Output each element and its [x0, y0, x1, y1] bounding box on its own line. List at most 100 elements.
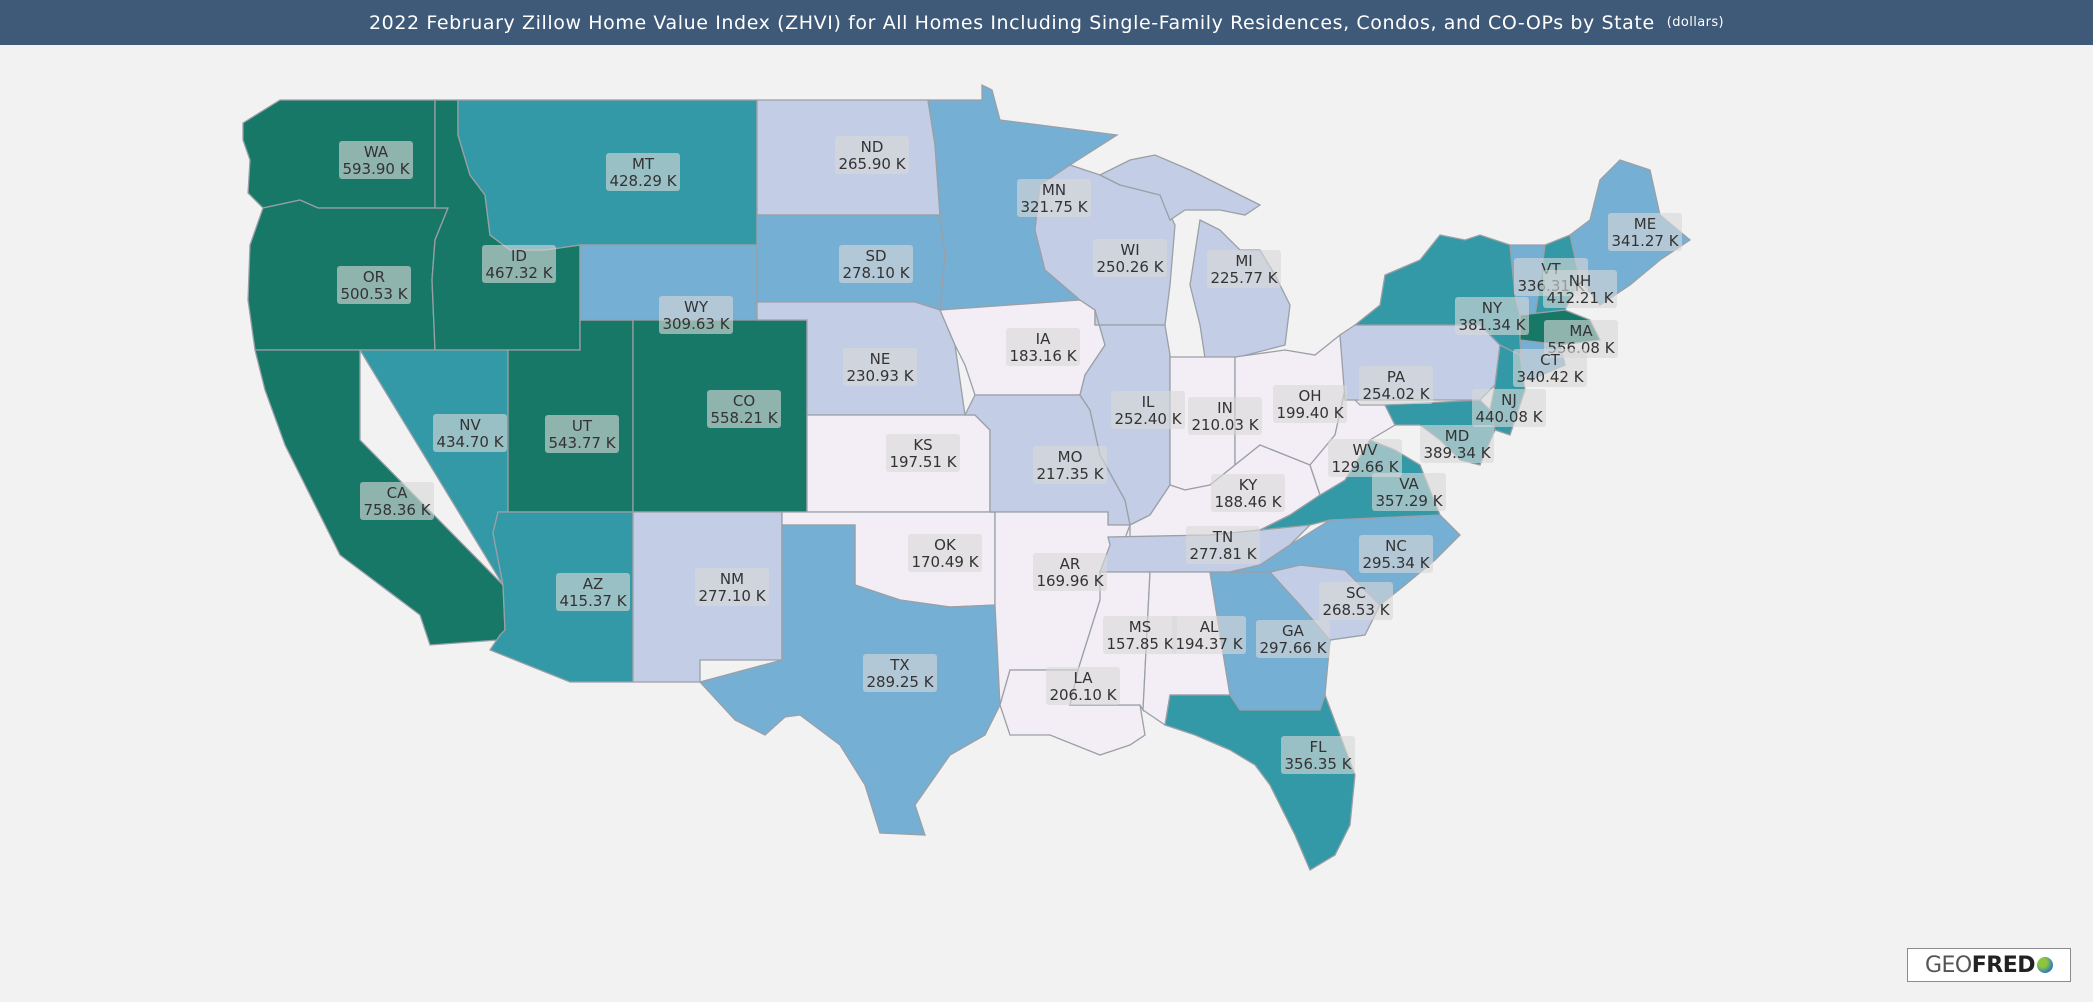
- state-abbr: VA: [1399, 475, 1419, 493]
- state-label-box: [839, 245, 913, 283]
- state-value: 157.85 K: [1106, 635, 1174, 653]
- state-label-box: [1328, 439, 1402, 477]
- state-abbr: OH: [1298, 387, 1321, 405]
- state-value: 543.77 K: [548, 434, 616, 452]
- state-label-box: [339, 141, 413, 179]
- geofred-logo: GEO FRED: [1907, 948, 2071, 982]
- state-value: 252.40 K: [1114, 410, 1182, 428]
- state-value: 440.08 K: [1475, 408, 1543, 426]
- state-abbr: MI: [1235, 252, 1252, 270]
- state-label-box: [1046, 667, 1120, 705]
- state-abbr: AL: [1200, 618, 1219, 636]
- state-abbr: NV: [459, 416, 481, 434]
- state-abbr: TN: [1212, 528, 1233, 546]
- state-label-box: [1319, 582, 1393, 620]
- state-label-box: [1608, 213, 1682, 251]
- state-value: 558.21 K: [710, 409, 778, 427]
- state-value: 268.53 K: [1322, 601, 1390, 619]
- state-value: 341.27 K: [1611, 232, 1679, 250]
- state-abbr: CA: [387, 484, 408, 502]
- state-label-box: [659, 296, 733, 334]
- state-label-box: [886, 434, 960, 472]
- state-abbr: IA: [1036, 330, 1051, 348]
- state-fl-shape[interactable]: [1164, 693, 1356, 871]
- state-label-box: [1543, 270, 1617, 308]
- state-label-box: [1103, 616, 1177, 654]
- state-label-box: [1256, 620, 1330, 658]
- state-value: 170.49 K: [911, 553, 979, 571]
- state-abbr: KS: [913, 436, 932, 454]
- state-label-box: [1513, 349, 1587, 387]
- state-abbr: OK: [934, 536, 957, 554]
- state-label-box: [1188, 397, 1262, 435]
- state-value: 412.21 K: [1546, 289, 1614, 307]
- state-abbr: WY: [684, 298, 709, 316]
- state-label-box: [1006, 328, 1080, 366]
- state-tx-shape[interactable]: [698, 524, 1001, 836]
- logo-geo-text: GEO: [1924, 952, 1972, 978]
- state-value: 278.10 K: [842, 264, 910, 282]
- state-label-box: [1472, 389, 1546, 427]
- state-label-box: [1111, 391, 1185, 429]
- state-abbr: CO: [733, 392, 755, 410]
- globe-icon: [2037, 957, 2054, 973]
- state-abbr: SC: [1346, 584, 1366, 602]
- state-label-box: [606, 153, 680, 191]
- state-value: 254.02 K: [1362, 385, 1430, 403]
- state-abbr: NH: [1569, 272, 1592, 290]
- state-label-box: [1017, 179, 1091, 217]
- state-abbr: KY: [1239, 476, 1258, 494]
- state-label-box: [360, 482, 434, 520]
- state-abbr: WI: [1120, 241, 1139, 259]
- state-mi-lower-shape[interactable]: [1189, 219, 1291, 359]
- map-title: 2022 February Zillow Home Value Index (Z…: [368, 11, 1655, 34]
- state-label-box: [482, 245, 556, 283]
- state-label-box: [1033, 446, 1107, 484]
- state-label-box: [835, 136, 909, 174]
- state-label-box: [1186, 526, 1260, 564]
- state-abbr: UT: [572, 417, 593, 435]
- state-value: 381.34 K: [1458, 316, 1526, 334]
- state-value: 357.29 K: [1375, 492, 1443, 510]
- state-value: 428.29 K: [609, 172, 677, 190]
- state-label-box: [1281, 736, 1355, 774]
- state-abbr: MS: [1129, 618, 1151, 636]
- state-label-box: [908, 534, 982, 572]
- state-mi-shape[interactable]: [1098, 154, 1262, 221]
- state-value: 297.66 K: [1259, 639, 1327, 657]
- state-abbr: NC: [1385, 537, 1407, 555]
- state-abbr: NE: [870, 350, 891, 368]
- state-value: 340.42 K: [1516, 368, 1584, 386]
- state-value: 309.63 K: [662, 315, 730, 333]
- state-abbr: NM: [720, 570, 744, 588]
- state-label-box: [1172, 616, 1246, 654]
- state-abbr: ND: [861, 138, 884, 156]
- state-value: 467.32 K: [485, 264, 553, 282]
- state-label-box: [556, 573, 630, 611]
- state-abbr: IL: [1142, 393, 1155, 411]
- state-value: 206.10 K: [1049, 686, 1117, 704]
